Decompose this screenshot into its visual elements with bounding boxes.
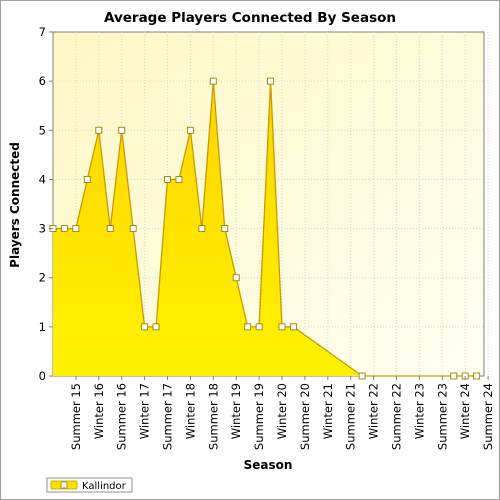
data-point: [244, 323, 252, 331]
legend-label: Kallindor: [82, 481, 127, 492]
data-point: [358, 372, 366, 380]
x-tick-label: Winter 20: [275, 383, 289, 439]
x-tick-label: Winter 18: [183, 383, 197, 439]
data-point: [106, 225, 114, 233]
y-tick-label: 4: [39, 172, 46, 186]
data-point: [198, 225, 206, 233]
x-tick-label: Summer 21: [344, 383, 358, 450]
y-tick-label: 5: [39, 123, 46, 137]
x-tick-label: Winter 21: [321, 383, 335, 439]
y-tick-label: 3: [39, 222, 46, 236]
x-tick-label: Winter 19: [229, 383, 243, 439]
x-tick-label: Winter 17: [138, 383, 152, 439]
legend-marker-icon: [60, 481, 68, 489]
chart-title: Average Players Connected By Season: [104, 10, 396, 26]
data-point: [164, 175, 171, 183]
x-tick-label: Winter 16: [92, 383, 106, 439]
data-point: [267, 77, 274, 85]
y-tick-label: 7: [39, 25, 46, 39]
y-axis-title: Players Connected: [8, 142, 22, 268]
data-point: [118, 126, 126, 134]
x-tick-label: Summer 17: [161, 383, 175, 450]
y-tick-label: 0: [39, 369, 46, 383]
data-point: [255, 323, 263, 331]
data-point: [141, 323, 149, 331]
y-tick-label: 2: [39, 271, 46, 285]
data-point: [175, 175, 183, 183]
x-tick-label: Summer 18: [206, 383, 220, 450]
data-point: [450, 372, 458, 380]
data-point: [473, 372, 481, 380]
data-point: [61, 225, 68, 233]
data-point: [95, 126, 103, 134]
x-tick-label: Summer 19: [252, 383, 266, 450]
data-point: [221, 225, 229, 233]
y-axis: 0 1 2 3 4 5 6 7: [39, 25, 53, 383]
x-axis-title: Season: [244, 458, 293, 472]
x-tick-label: Summer 23: [435, 383, 449, 450]
data-point: [72, 225, 80, 233]
data-point: [232, 274, 240, 282]
y-tick-label: 6: [39, 74, 46, 88]
x-tick-label: Summer 16: [115, 383, 129, 450]
data-point: [129, 225, 137, 233]
data-point: [83, 175, 91, 183]
x-tick-label: Summer 20: [298, 383, 312, 450]
x-tick-label: Summer 24: [481, 383, 495, 450]
data-point: [152, 323, 160, 331]
data-point: [209, 77, 217, 85]
data-point: [186, 126, 194, 134]
x-tick-label: Winter 23: [412, 383, 426, 439]
x-tick-label: Summer 15: [69, 383, 83, 450]
x-tick-label: Winter 24: [458, 383, 472, 439]
x-tick-label: Summer 22: [390, 383, 404, 450]
x-tick-label: Winter 22: [367, 383, 381, 439]
data-point: [278, 323, 286, 331]
data-point: [290, 323, 297, 331]
area-fill-0: [53, 81, 477, 377]
x-axis: Summer 15 Winter 16 Summer 16 Winter 17 Summ…: [69, 376, 495, 450]
y-tick-label: 1: [39, 320, 46, 334]
legend: Kallindor: [46, 477, 133, 493]
